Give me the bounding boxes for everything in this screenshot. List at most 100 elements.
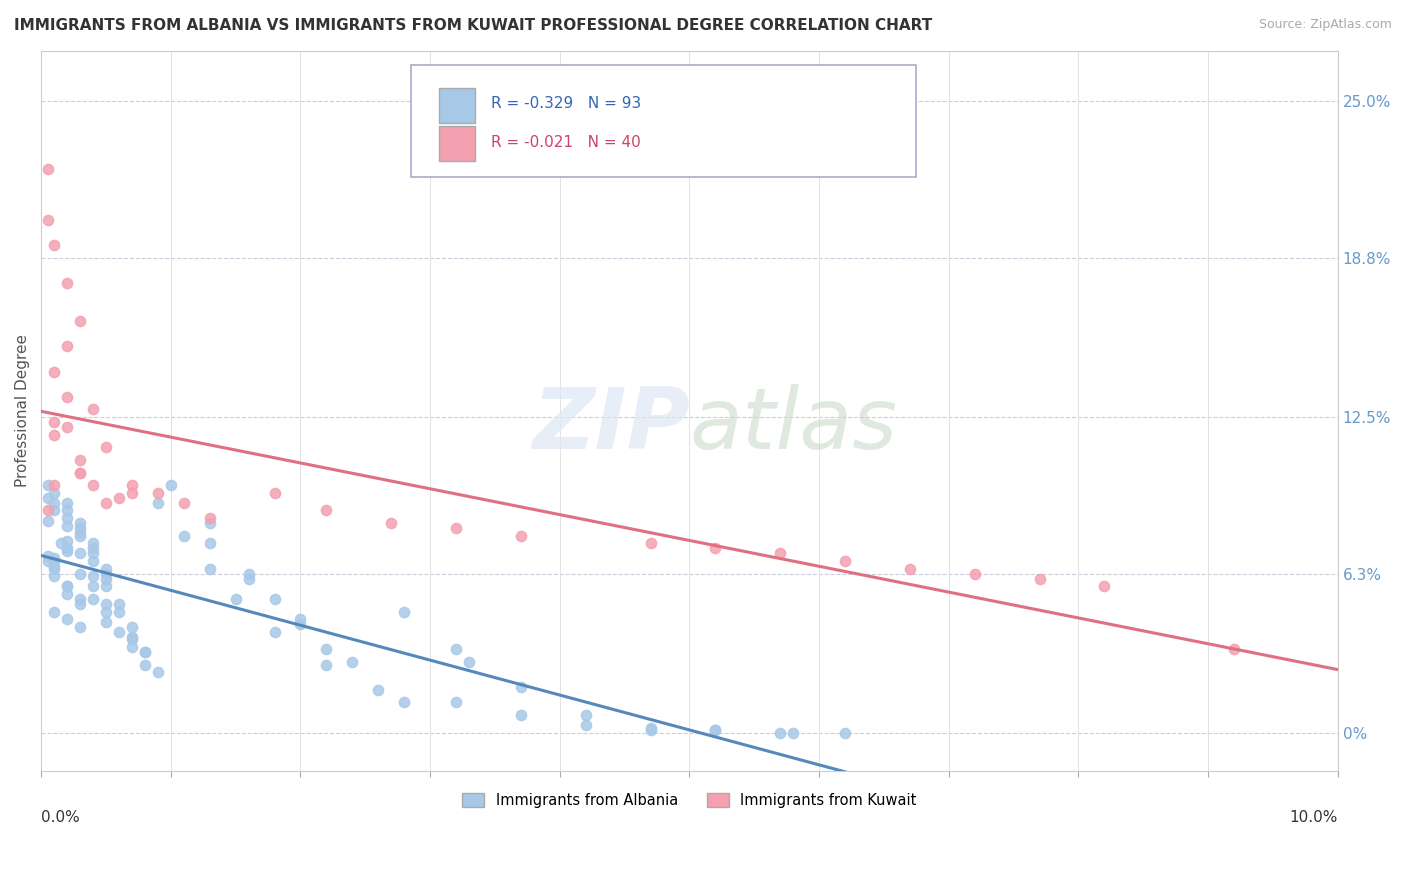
Point [56,511,79,525]
Point [575,708,598,723]
Point [198,511,221,525]
Point [69,620,91,634]
Point [94,440,117,454]
Point [37,503,59,517]
Point [134,645,156,659]
Text: 0.0%: 0.0% [41,810,80,825]
Point [121,485,143,500]
Point [198,516,221,530]
Point [69,466,91,480]
Point [575,718,598,732]
Point [238,572,260,586]
Point [37,162,59,177]
Point [42,561,65,575]
Point [704,723,727,738]
Point [82,591,104,606]
Point [69,516,91,530]
Point [392,696,415,710]
Legend: Immigrants from Albania, Immigrants from Kuwait: Immigrants from Albania, Immigrants from… [456,787,922,814]
Point [56,544,79,558]
Text: atlas: atlas [689,384,897,467]
Point [49,536,72,550]
Point [704,541,727,556]
Point [108,624,131,639]
Point [134,645,156,659]
Point [640,536,662,550]
Point [42,503,65,517]
Y-axis label: Professional Degree: Professional Degree [15,334,30,487]
Text: IMMIGRANTS FROM ALBANIA VS IMMIGRANTS FROM KUWAIT PROFESSIONAL DEGREE CORRELATIO: IMMIGRANTS FROM ALBANIA VS IMMIGRANTS FR… [14,18,932,33]
Point [704,723,727,738]
Point [42,496,65,510]
Point [42,551,65,566]
Point [42,365,65,379]
Point [69,566,91,581]
Point [37,491,59,505]
Point [263,624,285,639]
Point [108,605,131,619]
Point [82,554,104,568]
Point [56,541,79,556]
Point [263,485,285,500]
Point [42,238,65,252]
Point [56,503,79,517]
Point [121,620,143,634]
Point [769,726,792,740]
Text: R = -0.021   N = 40: R = -0.021 N = 40 [491,135,641,150]
Point [82,536,104,550]
Point [42,485,65,500]
Point [42,559,65,574]
Point [173,496,195,510]
Point [121,478,143,492]
Point [509,681,531,695]
Text: R = -0.329   N = 93: R = -0.329 N = 93 [491,95,641,111]
Text: Source: ZipAtlas.com: Source: ZipAtlas.com [1258,18,1392,31]
Point [198,536,221,550]
Point [94,615,117,629]
Point [42,415,65,429]
Point [146,665,169,680]
Point [121,630,143,644]
Point [42,554,65,568]
Point [94,572,117,586]
Point [769,546,792,560]
Point [94,566,117,581]
Point [146,485,169,500]
Point [69,529,91,543]
Point [37,554,59,568]
FancyBboxPatch shape [439,127,475,161]
Point [640,723,662,738]
Point [56,518,79,533]
Point [782,726,804,740]
Point [56,579,79,593]
Point [69,526,91,541]
Point [121,632,143,647]
Point [94,496,117,510]
Point [315,657,337,672]
Point [69,453,91,467]
Point [56,579,79,593]
Point [834,554,856,568]
Point [56,587,79,601]
Point [42,427,65,442]
Point [56,276,79,290]
FancyBboxPatch shape [411,65,917,177]
Point [121,640,143,654]
Text: ZIP: ZIP [531,384,689,467]
Point [56,612,79,626]
Point [898,561,921,575]
Point [225,591,247,606]
Point [444,521,467,535]
Point [315,503,337,517]
Point [56,339,79,353]
Point [37,549,59,563]
Point [94,579,117,593]
Point [444,696,467,710]
Point [56,420,79,434]
Point [640,721,662,735]
Point [56,390,79,404]
Point [82,569,104,583]
Point [509,708,531,723]
Point [1223,642,1246,657]
Point [509,529,531,543]
